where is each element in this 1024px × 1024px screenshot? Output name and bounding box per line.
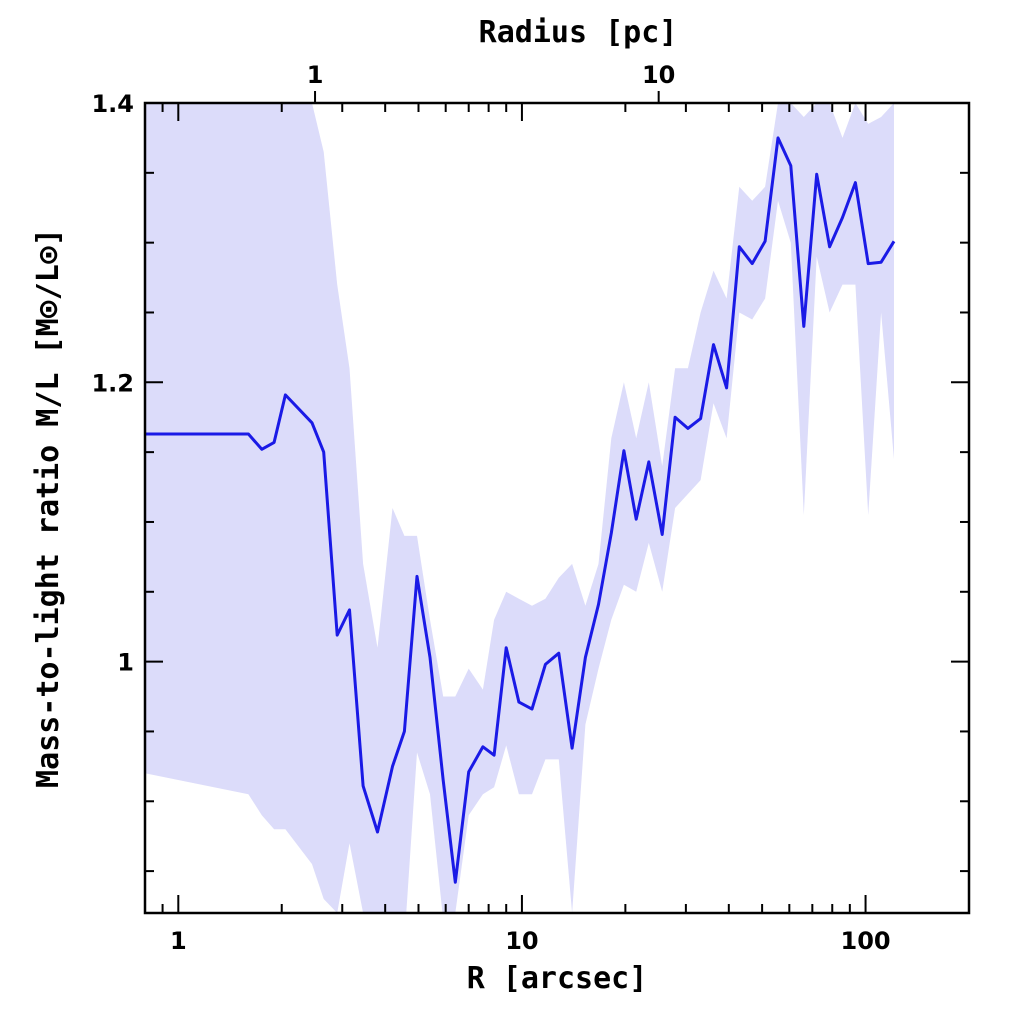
top-tick-label: 1 <box>307 61 324 89</box>
plot-frame <box>143 101 971 915</box>
x-tick-label: 10 <box>505 927 538 955</box>
x-axis-title: R [arcsec] <box>467 961 648 996</box>
y-tick-label: 1.2 <box>91 369 134 397</box>
tick-labels: 1 10 100 1 1.2 1.4 1 10 <box>91 61 890 955</box>
x-tick-label: 1 <box>170 927 187 955</box>
ml-profile-line <box>145 136 896 884</box>
top-tick-label: 10 <box>642 61 675 89</box>
x-tick-label: 100 <box>841 927 891 955</box>
axis-ticks <box>145 91 969 913</box>
uncertainty-band <box>145 103 894 913</box>
y-tick-label: 1 <box>117 649 134 677</box>
top-axis-title: Radius [pc] <box>479 15 678 50</box>
y-tick-label: 1.4 <box>91 90 134 118</box>
y-axis-title: Mass-to-light ratio M/L [M⊙/L⊙] <box>31 228 66 788</box>
